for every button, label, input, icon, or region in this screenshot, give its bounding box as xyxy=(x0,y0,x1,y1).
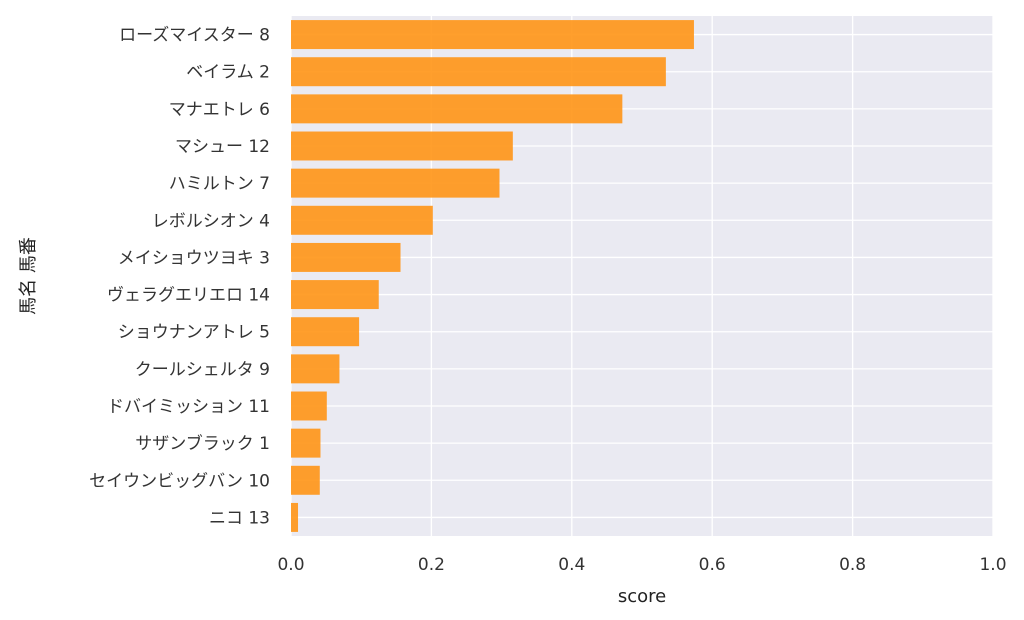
y-tick-label: ハミルトン 7 xyxy=(169,174,270,194)
y-tick-label: ショウナンアトレ 5 xyxy=(118,323,270,343)
y-tick-label: マナエトレ 6 xyxy=(169,100,270,120)
y-tick-label: マシュー 12 xyxy=(175,137,270,157)
x-tick-labels: 0.0 0.2 0.4 0.6 0.8 1.0 xyxy=(277,555,1006,575)
bar xyxy=(291,242,401,272)
y-tick-label: クールシェルタ 9 xyxy=(135,360,270,380)
bar xyxy=(291,502,299,532)
bar xyxy=(291,57,666,87)
x-axis-label: score xyxy=(618,586,666,607)
y-tick-label: サザンブラック 1 xyxy=(135,433,270,454)
x-tick-label: 0.6 xyxy=(699,555,726,575)
y-tick-label: ローズマイスター 8 xyxy=(119,26,270,46)
bar xyxy=(291,131,513,161)
x-tick-label: 0.8 xyxy=(839,555,866,575)
bar xyxy=(291,94,623,124)
bar xyxy=(291,280,379,310)
bar xyxy=(291,20,694,50)
y-tick-label: ドバイミッション 11 xyxy=(107,397,270,417)
x-tick-label: 1.0 xyxy=(979,555,1006,575)
bar xyxy=(291,391,327,421)
x-tick-label: 0.2 xyxy=(418,555,445,575)
bars xyxy=(291,20,694,532)
bar xyxy=(291,168,500,198)
y-tick-label: ニコ 13 xyxy=(209,508,270,528)
x-tick-label: 0.0 xyxy=(277,555,304,575)
x-tick-label: 0.4 xyxy=(558,555,585,575)
bar xyxy=(291,354,340,384)
y-tick-label: メイショウツヨキ 3 xyxy=(118,248,270,268)
y-tick-label: ヴェラグエリエロ 14 xyxy=(107,286,270,306)
y-axis-label: 馬名 馬番 xyxy=(18,237,39,315)
y-tick-label: セイウンビッグバン 10 xyxy=(89,471,270,491)
y-tick-label: レボルシオン 4 xyxy=(152,211,270,231)
bar xyxy=(291,428,321,458)
y-tick-label: ベイラム 2 xyxy=(186,63,270,83)
bar xyxy=(291,205,433,235)
bar xyxy=(291,465,320,495)
bar xyxy=(291,317,360,347)
y-tick-labels: ローズマイスター 8 ベイラム 2 マナエトレ 6 マシュー 12 ハミルトン 7 レボル… xyxy=(89,26,270,529)
plot-area xyxy=(291,16,993,536)
